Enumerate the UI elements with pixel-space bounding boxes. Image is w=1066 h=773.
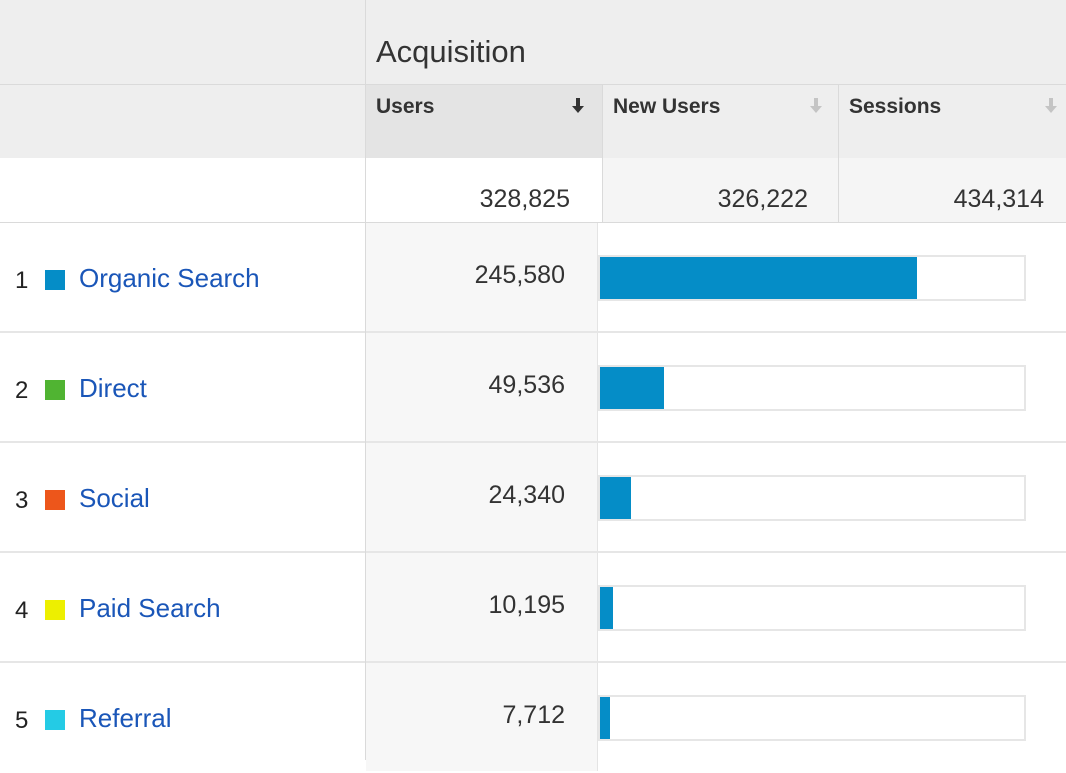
table-row: 3 Social 24,340 <box>0 443 1066 553</box>
channel-link-social[interactable]: Social <box>79 483 150 513</box>
total-new-users-value: 326,222 <box>717 185 808 213</box>
channel-color-swatch <box>45 270 65 290</box>
users-value: 49,536 <box>488 371 565 399</box>
total-sessions-value: 434,314 <box>953 185 1044 213</box>
cell-divider <box>597 443 598 551</box>
users-share-bar-fill <box>600 587 614 629</box>
users-share-bar-fill <box>600 367 664 409</box>
users-cell: 24,340 <box>366 443 597 551</box>
table-row: 2 Direct 49,536 <box>0 333 1066 443</box>
column-label-new-users: New Users <box>613 95 721 118</box>
table-row: 1 Organic Search 245,580 <box>0 223 1066 333</box>
table-row: 5 Referral 7,712 <box>0 663 1066 773</box>
table-row: 4 Paid Search 10,195 <box>0 553 1066 663</box>
row-rank: 3 <box>15 487 29 514</box>
users-cell: 49,536 <box>366 333 597 441</box>
row-divider <box>0 441 1066 443</box>
column-divider <box>365 0 366 760</box>
row-divider <box>0 661 1066 663</box>
row-header-blank <box>0 0 365 158</box>
total-new-users-cell: 326,222 <box>603 158 838 222</box>
users-value: 7,712 <box>502 701 565 729</box>
cell-divider <box>597 663 598 771</box>
channel-link-direct[interactable]: Direct <box>79 373 147 403</box>
sort-arrow-down-icon[interactable] <box>572 97 584 115</box>
row-rank: 1 <box>15 267 29 294</box>
users-share-bar-fill <box>600 257 917 299</box>
users-value: 24,340 <box>488 481 565 509</box>
column-divider <box>838 85 839 222</box>
row-rank: 5 <box>15 707 29 734</box>
cell-divider <box>597 553 598 661</box>
users-share-bar <box>598 695 1026 741</box>
column-label-sessions: Sessions <box>849 95 942 118</box>
total-sessions-cell: 434,314 <box>839 158 1066 222</box>
total-users-value: 328,825 <box>479 185 570 213</box>
header-divider <box>0 84 1066 85</box>
sort-arrow-down-icon[interactable] <box>1045 97 1057 115</box>
column-divider <box>602 85 603 222</box>
channel-link-paid-search[interactable]: Paid Search <box>79 593 221 623</box>
cell-divider <box>597 333 598 441</box>
users-share-bar <box>598 255 1026 301</box>
channel-color-swatch <box>45 380 65 400</box>
users-cell: 245,580 <box>366 223 597 331</box>
users-share-bar <box>598 585 1026 631</box>
channel-link-organic-search[interactable]: Organic Search <box>79 263 260 293</box>
channel-color-swatch <box>45 490 65 510</box>
users-cell: 10,195 <box>366 553 597 661</box>
channel-color-swatch <box>45 710 65 730</box>
column-header-users[interactable]: Users <box>366 85 602 158</box>
cell-divider <box>597 223 598 331</box>
column-header-sessions[interactable]: Sessions <box>839 85 1066 158</box>
column-header-new-users[interactable]: New Users <box>603 85 838 158</box>
channel-color-swatch <box>45 600 65 620</box>
users-share-bar <box>598 365 1026 411</box>
totals-divider <box>0 222 1066 223</box>
users-share-bar-fill <box>600 477 632 519</box>
users-value: 10,195 <box>488 591 565 619</box>
sort-arrow-down-icon[interactable] <box>810 97 822 115</box>
acquisition-title: Acquisition <box>376 34 526 69</box>
users-share-bar <box>598 475 1026 521</box>
total-users-cell: 328,825 <box>366 158 602 222</box>
column-label-users: Users <box>376 95 435 118</box>
users-cell: 7,712 <box>366 663 597 771</box>
row-rank: 2 <box>15 377 29 404</box>
acquisition-group-header <box>366 0 1066 84</box>
row-divider <box>0 331 1066 333</box>
row-rank: 4 <box>15 597 29 624</box>
users-share-bar-fill <box>600 697 610 739</box>
users-value: 245,580 <box>474 261 565 289</box>
channel-link-referral[interactable]: Referral <box>79 703 172 733</box>
row-divider <box>0 551 1066 553</box>
